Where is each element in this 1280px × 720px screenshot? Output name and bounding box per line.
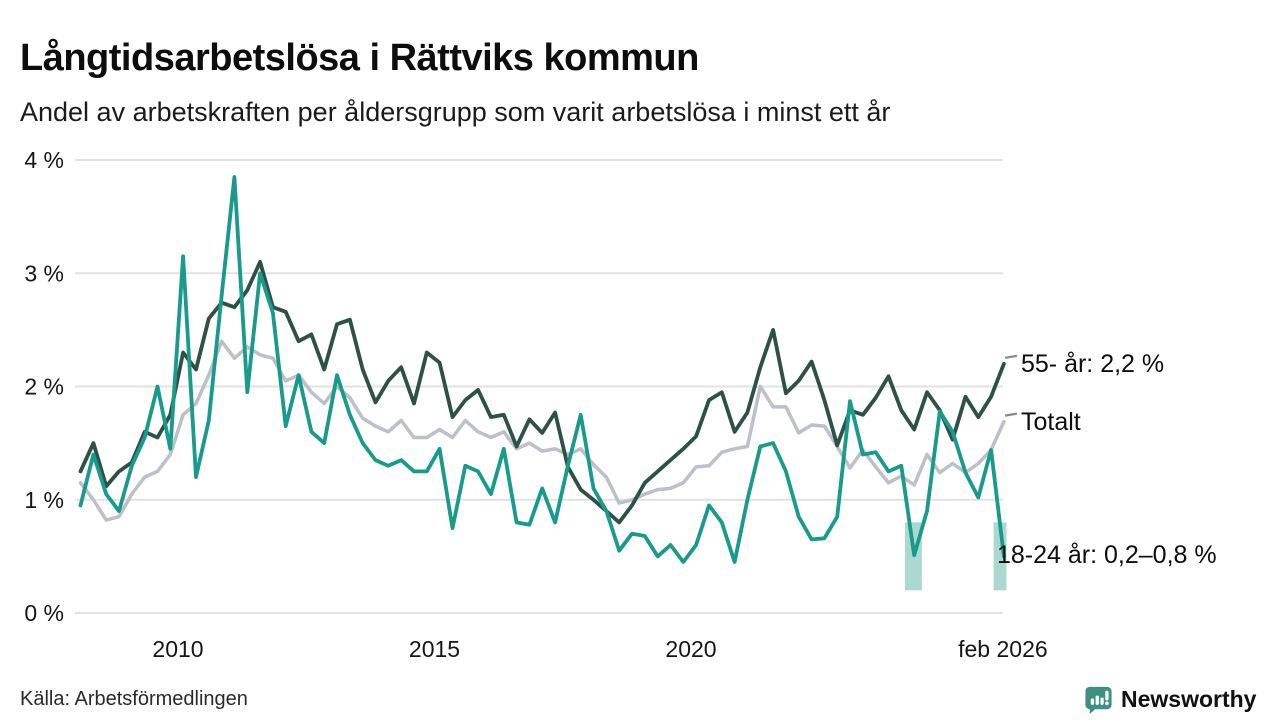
x-axis-tick-label: 2010 xyxy=(152,636,203,662)
newsworthy-icon xyxy=(1085,686,1112,715)
y-axis-tick-label: 2 % xyxy=(24,374,64,400)
annotation-18-24: 18-24 år: 0,2–0,8 % xyxy=(997,541,1217,570)
annotation-totalt: Totalt xyxy=(1021,407,1081,436)
y-axis-tick-label: 1 % xyxy=(24,487,64,513)
y-axis-tick-label: 4 % xyxy=(24,147,64,173)
y-axis-tick-label: 0 % xyxy=(24,600,64,626)
newsworthy-wordmark: Newsworthy xyxy=(1121,686,1257,712)
page-title: Långtidsarbetslösa i Rättviks kommun xyxy=(20,37,699,80)
x-axis-tick-label: 2020 xyxy=(665,636,716,662)
annotation-tick xyxy=(1004,354,1018,359)
source-note: Källa: Arbetsförmedlingen xyxy=(20,688,248,710)
annotation-tick xyxy=(1004,412,1018,417)
x-axis-tick-label: 2015 xyxy=(409,636,460,662)
chart-subtitle: Andel av arbetskraften per åldersgrupp s… xyxy=(20,97,891,127)
series-line-18-24 xyxy=(78,175,1006,564)
series-line-55-plus xyxy=(78,259,1006,525)
y-axis-tick-label: 3 % xyxy=(24,260,64,286)
newsworthy-logo[interactable]: Newsworthy xyxy=(1083,684,1256,715)
series-line-totalt xyxy=(78,339,1006,522)
x-axis-tick-label: feb 2026 xyxy=(958,636,1048,662)
annotation-55-plus: 55- år: 2,2 % xyxy=(1021,349,1165,378)
